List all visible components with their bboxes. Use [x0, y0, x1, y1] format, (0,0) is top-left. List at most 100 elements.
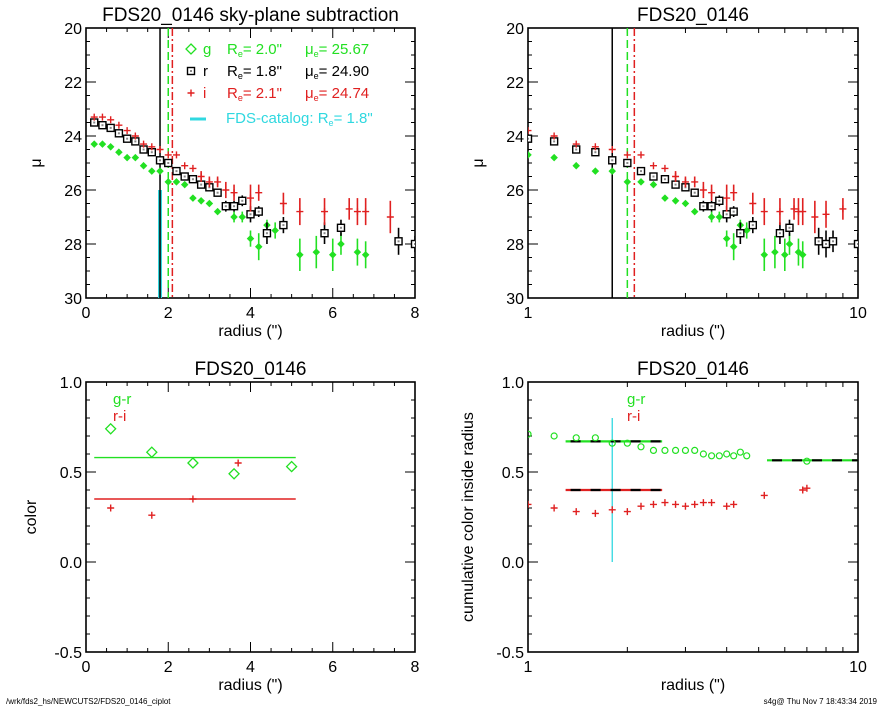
data-point [550, 153, 558, 162]
data-point-center [626, 162, 629, 164]
y-tick-label: 0.0 [502, 555, 524, 572]
y-tick-label: -0.5 [54, 645, 82, 662]
data-point-center [282, 224, 285, 227]
data-point-center [109, 126, 112, 129]
y-tick-label: 30 [506, 291, 524, 308]
y-tick-label: 0.5 [502, 465, 524, 482]
axes-frame [527, 27, 859, 299]
data-point [180, 180, 189, 189]
x-tick-label: 1 [524, 659, 533, 676]
data-point [760, 491, 768, 499]
data-point [707, 452, 716, 460]
series-g [528, 151, 807, 271]
data-point [623, 178, 632, 186]
data-point [197, 197, 205, 205]
data-point-center [142, 148, 145, 151]
data-point [228, 467, 240, 480]
legend-catalog: FDS-catalog: Re= 1.8" [226, 110, 373, 128]
legend-r-i: r-i [627, 408, 640, 425]
legend-mu: μe= 24.74 [305, 85, 369, 103]
data-point-center [101, 124, 104, 127]
x-tick-label: 2 [164, 659, 173, 676]
plot-area [90, 28, 415, 298]
data-point [123, 127, 131, 135]
x-tick-label: 10 [849, 659, 867, 676]
legend-band-label: i [203, 85, 206, 102]
data-point-center [175, 170, 178, 173]
data-point [353, 248, 362, 256]
legend-band-label: r [203, 63, 208, 80]
data-point-center [751, 224, 754, 227]
data-point [591, 509, 599, 517]
legend-marker-g [185, 43, 197, 55]
data-point [213, 207, 222, 216]
data-point [572, 161, 580, 170]
series-i [528, 127, 847, 234]
series-r-i [528, 484, 811, 517]
data-point [107, 504, 115, 512]
data-point [197, 173, 205, 180]
legend-re: Re= 2.0" [227, 41, 282, 59]
chart-title: FDS20_0146 [637, 5, 749, 26]
legend-mu: μe= 24.90 [305, 63, 369, 81]
data-point [337, 240, 345, 248]
plot-area [94, 422, 298, 519]
x-axis-label: radius (") [661, 323, 725, 340]
data-point [760, 208, 768, 216]
data-point [312, 248, 321, 256]
y-tick-label: 1.0 [60, 375, 82, 392]
data-point [760, 251, 769, 259]
data-point [172, 178, 181, 186]
data-point [790, 205, 798, 213]
data-point [230, 213, 238, 221]
data-point-center [732, 210, 735, 213]
data-point [608, 506, 616, 514]
y-tick-label: 20 [64, 21, 82, 38]
data-point [247, 194, 254, 202]
data-point [699, 186, 707, 194]
data-point [528, 500, 532, 508]
data-point [131, 132, 139, 140]
data-point-center [817, 240, 820, 243]
data-point-center [397, 240, 400, 243]
data-point [608, 439, 616, 447]
footer-timestamp: s4g@ Thu Nov 7 18:43:34 2019 [763, 697, 877, 706]
data-point [681, 178, 689, 186]
data-point-center [414, 243, 415, 245]
footer-path: /wrk/fds2_hs/NEWCUTS2/FDS20_0146_ciplot [6, 697, 171, 706]
data-point-center [788, 226, 791, 229]
legend-band-label: g [203, 41, 211, 58]
data-point-center [150, 151, 153, 154]
y-tick-label: 28 [64, 237, 82, 254]
chart-profile-log: FDS20_0146 1 10 radius (") 20 22 24 26 28 30 μ [470, 5, 867, 340]
data-point [98, 113, 106, 121]
data-point [742, 226, 751, 235]
data-point-center [575, 148, 578, 151]
y-tick-label: 0.0 [60, 555, 82, 572]
data-point-center [663, 178, 666, 181]
data-point [691, 178, 699, 186]
data-point [730, 189, 738, 197]
data-point [811, 213, 819, 221]
data-point-center [159, 159, 162, 162]
series-i [90, 113, 394, 234]
data-point-center [825, 243, 828, 245]
y-tick-label: 22 [64, 75, 82, 92]
x-tick-label: 10 [849, 305, 867, 322]
data-point [279, 200, 287, 207]
data-point [148, 167, 156, 175]
data-point-center [224, 205, 227, 208]
data-point-center [857, 243, 858, 245]
data-point [156, 146, 164, 153]
data-point-center [200, 183, 203, 186]
data-point [661, 194, 669, 202]
legend-mu: μe= 25.67 [305, 41, 369, 59]
data-point [661, 446, 669, 454]
y-tick-label: 1.0 [502, 375, 524, 392]
y-tick-label: 0.5 [60, 465, 82, 482]
chart-title: FDS20_0146 sky-plane subtraction [102, 5, 399, 26]
data-point [723, 502, 731, 510]
data-point [572, 140, 580, 148]
legend-re: Re= 2.1" [227, 85, 282, 103]
